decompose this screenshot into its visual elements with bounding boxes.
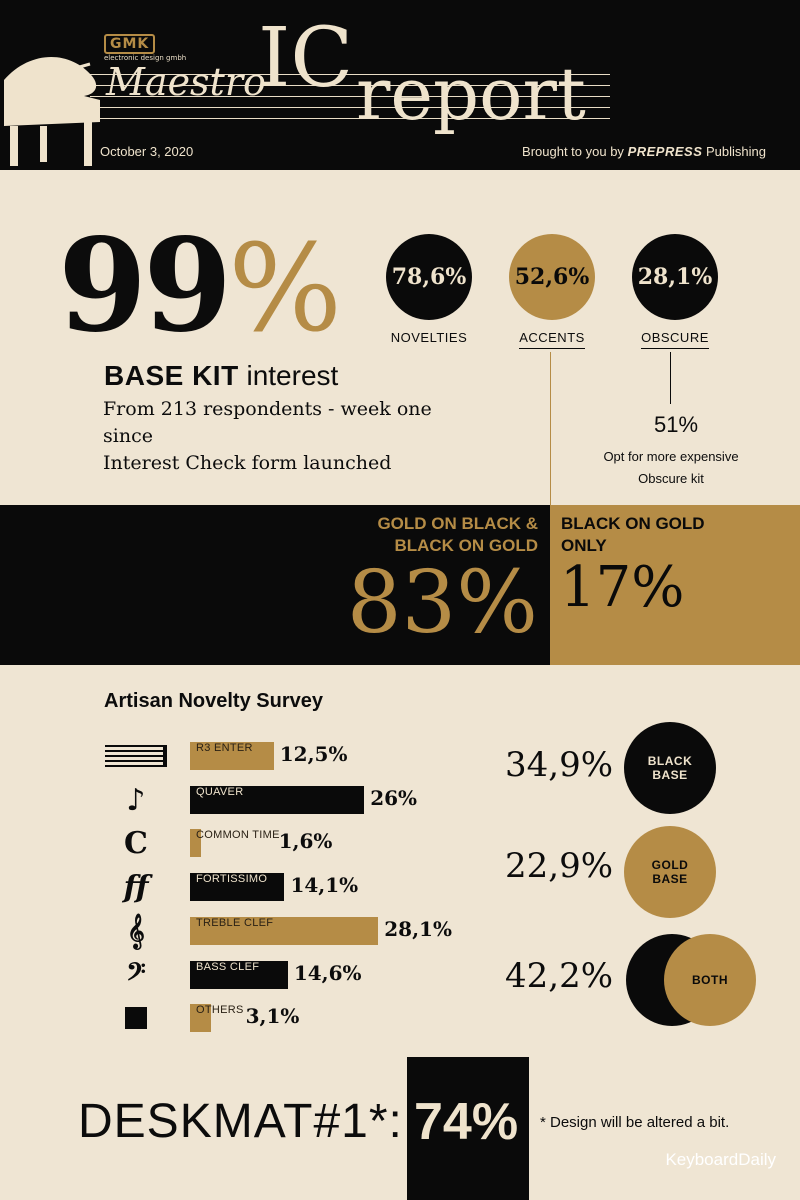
base-kit-interest-value: 99% <box>58 222 342 350</box>
deskmat-label: DESKMAT#1*: <box>78 1095 403 1148</box>
deskmat-note: * Design will be altered a bit. <box>540 1114 730 1131</box>
staff-lines-icon <box>100 740 172 772</box>
base-kit-rest: interest <box>246 360 339 391</box>
gold-base-circle: GOLD BASE <box>624 826 716 918</box>
credit-line: Brought to you by PREPRESS Publishing <box>522 144 766 159</box>
bar-label: TREBLE CLEF <box>196 917 274 929</box>
title-report: report <box>356 52 586 136</box>
obscure-expensive-pct: 51% <box>653 412 699 437</box>
report-date: October 3, 2020 <box>100 144 194 159</box>
novelties-label: NOVELTIES <box>390 330 468 345</box>
respondents-note: From 213 respondents - week one since In… <box>103 396 483 477</box>
bar-label: R3 ENTER <box>196 742 253 754</box>
black-base-pct: 34,9% <box>505 745 614 785</box>
base-kit-label: BASE KIT interest <box>104 360 338 392</box>
gmk-subtitle: electronic design gmbh <box>104 54 187 62</box>
both-base-pct: 42,2% <box>505 956 614 996</box>
bar-value-label: 28,1% <box>384 917 452 941</box>
bar-others <box>190 1004 211 1032</box>
black-on-gold-label: BLACK ON GOLD ONLY <box>561 514 705 555</box>
header-banner: GMK electronic design gmbh Maestro IC re… <box>0 0 800 170</box>
respondents-line-2: Interest Check form launched <box>103 452 392 474</box>
common-time-icon: C <box>124 825 148 861</box>
obscure-circle: 28,1% <box>632 234 718 320</box>
bar-value-label: 14,1% <box>290 873 359 897</box>
bar-label: BASS CLEF <box>196 961 260 973</box>
base-kit-bold: BASE KIT <box>104 360 239 391</box>
square-icon <box>100 1002 172 1034</box>
obscure-connector-line <box>670 352 671 404</box>
gold-on-black-label: GOLD ON BLACK & BLACK ON GOLD <box>377 514 538 555</box>
black-base-circle: BLACK BASE <box>624 722 716 814</box>
chart-title: Artisan Novelty Survey <box>104 690 323 712</box>
bar-value-label: 12,5% <box>279 742 348 766</box>
bar-fortissimo <box>190 873 285 901</box>
bar-bass-clef <box>190 961 288 989</box>
bar-quaver <box>190 786 365 814</box>
deskmat-pct: 74% <box>414 1093 519 1151</box>
fortissimo-icon: ff <box>123 869 149 905</box>
bar-label: COMMON TIME <box>196 829 280 841</box>
quaver-icon: ♪ <box>126 782 146 818</box>
both-base-circle-gold: BOTH <box>664 934 756 1026</box>
bar-label: OTHERS <box>196 1004 244 1016</box>
deskmat-value-box <box>407 1057 529 1200</box>
gold-on-black-pct: 83% <box>346 553 538 653</box>
credit-prefix: Brought to you by <box>522 144 624 159</box>
bar-label: QUAVER <box>196 786 244 798</box>
grand-piano-icon <box>4 56 100 166</box>
obscure-label: OBSCURE <box>615 330 735 349</box>
bar-r3-enter <box>190 742 274 770</box>
gold-base-pct: 22,9% <box>505 846 614 886</box>
colorway-black-panel <box>0 505 550 665</box>
bass-clef-icon: 𝄢 <box>126 957 146 993</box>
accents-circle: 52,6% <box>509 234 595 320</box>
treble-clef-icon: 𝄞 <box>127 913 145 949</box>
credit-brand: PREPRESS <box>627 144 703 159</box>
bar-label: FORTISSIMO <box>196 873 268 885</box>
title-ic: IC <box>258 11 354 106</box>
interest-percent-sign: % <box>228 220 342 359</box>
colorway-gold-panel <box>550 505 800 665</box>
bar-value-label: 1,6% <box>278 829 333 853</box>
credit-suffix: Publishing <box>706 144 766 159</box>
novelties-circle: 78,6% <box>386 234 472 320</box>
bar-common-time <box>190 829 201 857</box>
respondents-line-1: From 213 respondents - week one since <box>103 398 432 447</box>
watermark: KeyboardDaily <box>665 1150 776 1169</box>
accents-label: ACCENTS <box>492 330 612 349</box>
black-on-gold-pct: 17% <box>560 555 685 620</box>
gmk-logo: GMK <box>104 34 156 54</box>
bar-value-label: 3,1% <box>245 1004 300 1028</box>
obscure-expensive-note: Opt for more expensive Obscure kit <box>603 449 739 486</box>
accents-connector-line <box>550 352 551 505</box>
title-maestro: Maestro <box>106 60 266 104</box>
bar-value-label: 26% <box>370 786 418 810</box>
interest-number: 99 <box>58 211 232 361</box>
bar-treble-clef <box>190 917 379 945</box>
bar-value-label: 14,6% <box>293 961 362 985</box>
